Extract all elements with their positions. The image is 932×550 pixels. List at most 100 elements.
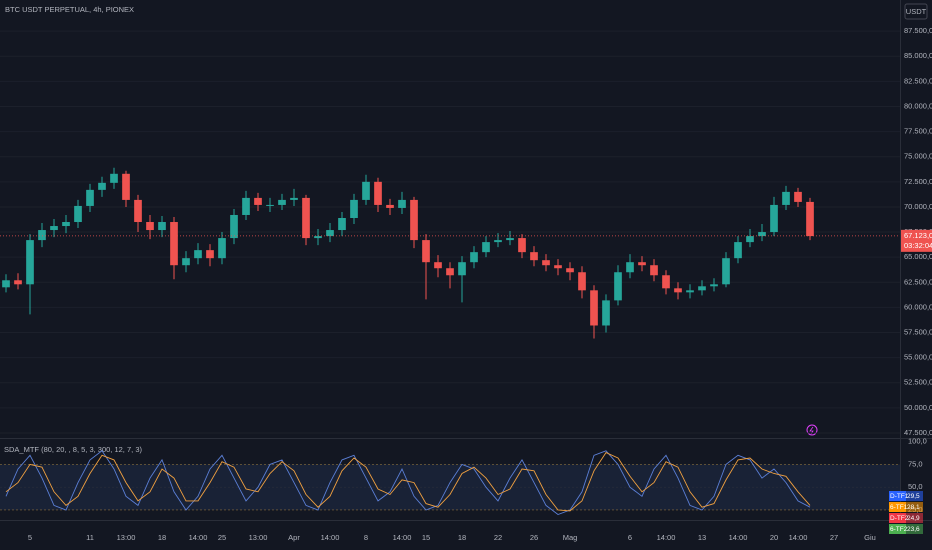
x-tick-label: 6 [628, 533, 632, 542]
x-tick-label: 18 [458, 533, 466, 542]
candle-body [626, 262, 634, 273]
candle-body [98, 182, 106, 190]
y-tick-label: 80.000,0 [904, 101, 932, 110]
candle-body [506, 238, 514, 241]
candle-body [578, 272, 586, 291]
indicator-title: SDA_MTF (80, 20, , 8, 5, 3, 300, 12, 7, … [4, 445, 142, 454]
candle-body [230, 214, 238, 239]
candle-body [362, 181, 370, 200]
chart-title: BTC USDT PERPETUAL, 4h, PIONEX [5, 5, 134, 14]
y-tick-label: 75.000,0 [904, 152, 932, 161]
last-price-box [901, 229, 932, 252]
candle-body [290, 197, 298, 200]
candle-body [50, 226, 58, 231]
x-tick-label: 14:00 [393, 533, 412, 542]
x-tick-label: 27 [830, 533, 838, 542]
table-label-cell [889, 513, 906, 523]
candle-body [710, 284, 718, 287]
event-icon[interactable] [806, 424, 818, 436]
candle-body [554, 265, 562, 269]
candle-body [734, 242, 742, 259]
x-tick-label: 25 [218, 533, 226, 542]
candle-body [14, 280, 22, 285]
x-tick-label: 14:00 [729, 533, 748, 542]
x-tick-label: 13:00 [117, 533, 136, 542]
y-tick-label: 62.500,0 [904, 277, 932, 286]
y-tick-label: 72.500,0 [904, 177, 932, 186]
candle-body [662, 275, 670, 289]
candle-body [302, 197, 310, 239]
x-tick-label: 18 [158, 533, 166, 542]
y-tick-label: 52.500,0 [904, 378, 932, 387]
table-label: 6-TF1 [890, 504, 908, 511]
candle-body [698, 286, 706, 291]
table-value-cell [906, 524, 923, 534]
candle-body [206, 250, 214, 259]
candle-body [146, 222, 154, 231]
candle-body [194, 250, 202, 259]
y-tick-label: 100,0 [908, 437, 927, 446]
table-label-cell [889, 524, 906, 534]
candle-body [686, 290, 694, 293]
x-tick-label: 11 [86, 533, 94, 542]
table-value: 23,6 [907, 526, 920, 533]
table-value-cell [906, 502, 923, 512]
candle-body [446, 268, 454, 276]
y-tick-label: 47.500,0 [904, 428, 932, 437]
x-tick-label: 14:00 [189, 533, 208, 542]
y-tick-label: 50.000,0 [904, 403, 932, 412]
candle-body [674, 288, 682, 293]
candle-body [470, 252, 478, 263]
y-tick-label: 55.000,0 [904, 353, 932, 362]
x-tick-label: 15 [422, 533, 430, 542]
x-tick-label: 8 [364, 533, 368, 542]
candle-body [458, 262, 466, 276]
x-tick-label: 26 [530, 533, 538, 542]
candle-body [338, 217, 346, 231]
candle-body [110, 173, 118, 183]
candle-body [638, 262, 646, 266]
candle-body [782, 191, 790, 205]
table-label-cell [889, 491, 906, 501]
candle-body [134, 199, 142, 223]
table-value: 24,9 [907, 515, 920, 522]
x-tick-label: 5 [28, 533, 32, 542]
table-value-cell [906, 491, 923, 501]
y-tick-label: 85.000,0 [904, 51, 932, 60]
y-tick-label: 65.000,0 [904, 252, 932, 261]
candle-body [650, 265, 658, 276]
candle-body [386, 204, 394, 208]
table-label: D-TF2 [890, 515, 909, 522]
candle-body [242, 197, 250, 215]
x-tick-label: 14:00 [657, 533, 676, 542]
candle-body [494, 240, 502, 243]
candle-body [350, 199, 358, 218]
x-tick-label: 13 [698, 533, 706, 542]
countdown-label: 03:32:04 [904, 241, 932, 250]
candle-body [422, 240, 430, 263]
candle-body [2, 280, 10, 288]
x-tick-label: 14:00 [321, 533, 340, 542]
table-value: 29,5 [907, 493, 920, 500]
oscillator-line [5, 452, 811, 512]
candle-body [518, 238, 526, 253]
candle-body [278, 199, 286, 205]
y-tick-label: 87.500,0 [904, 26, 932, 35]
candle-body [542, 260, 550, 266]
currency-button[interactable] [904, 3, 928, 20]
currency-label[interactable]: USDT [906, 7, 927, 16]
x-tick-label: Mag [563, 533, 578, 542]
last-price-label: 67.123,0 [904, 231, 932, 240]
candle-body [590, 290, 598, 326]
candle-body [746, 236, 754, 243]
candle-body [530, 252, 538, 261]
candle-body [602, 300, 610, 326]
candle-body [374, 181, 382, 205]
table-label-cell [889, 502, 906, 512]
y-tick-label: 70.000,0 [904, 202, 932, 211]
y-tick-label: 50,0 [908, 482, 923, 491]
y-tick-label: 57.500,0 [904, 328, 932, 337]
x-tick-label: Apr [288, 533, 300, 542]
x-tick-label: 13:00 [249, 533, 268, 542]
